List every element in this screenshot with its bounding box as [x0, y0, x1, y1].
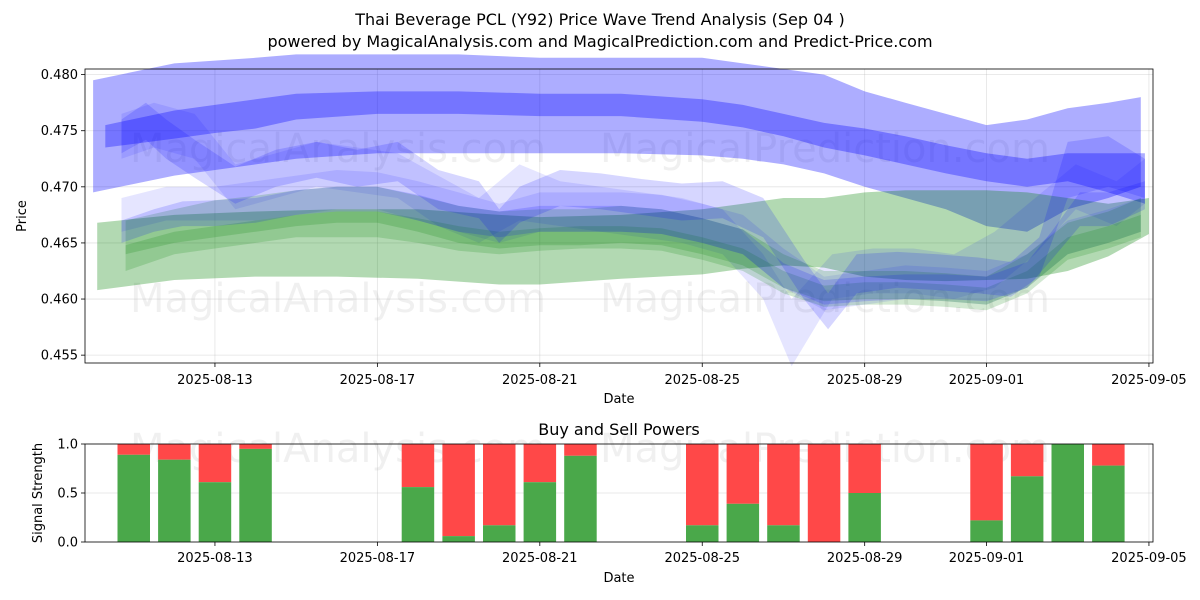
bottom-x-tick-label: 2025-08-29 [827, 551, 903, 566]
buy-bar [523, 482, 557, 542]
sell-bar [1010, 444, 1044, 477]
buy-bar [239, 448, 272, 542]
top-x-tick-label: 2025-08-13 [177, 373, 253, 388]
price-bands [93, 54, 1149, 367]
top-y-axis-label: Price [15, 200, 30, 232]
top-y-tick-label: 0.470 [41, 180, 78, 195]
sell-bar [686, 444, 719, 526]
chart-subtitle: powered by MagicalAnalysis.com and Magic… [267, 32, 932, 51]
sell-bar [401, 444, 435, 488]
sell-bar [239, 444, 272, 449]
bottom-y-tick-label: 0.5 [57, 487, 78, 502]
band-blue-upper-core-band [105, 91, 1145, 204]
top-plot-frame [84, 68, 1154, 364]
buy-sell-plot: Buy and Sell Powers MagicalAnalysis.comM… [31, 420, 1187, 586]
buy-bar [483, 525, 516, 542]
top-y-tick-label: 0.460 [41, 293, 78, 308]
sell-bar [970, 444, 1003, 521]
top-y-tick-label: 0.465 [41, 236, 78, 251]
band-blue-wave-light-2 [121, 170, 1141, 311]
top-y-tick-label: 0.480 [41, 68, 78, 83]
sell-bar [442, 444, 475, 537]
bottom-x-ticks: 2025-08-13 2025-08-17 2025-08-21 2025-08-25… [177, 542, 1187, 566]
top-x-tick-label: 2025-08-25 [664, 373, 740, 388]
buy-sell-bars [117, 444, 1125, 542]
bottom-x-tick-label: 2025-08-21 [502, 551, 578, 566]
buy-bar [1092, 465, 1125, 542]
band-green-lower-wide-band [97, 190, 1149, 291]
top-grid [85, 69, 1153, 363]
bottom-y-axis-label: Signal Strength [31, 443, 46, 543]
top-x-ticks: 2025-08-13 2025-08-17 2025-08-21 2025-08-25… [177, 363, 1187, 388]
top-x-tick-label: 2025-08-17 [340, 373, 416, 388]
chart-title: Thai Beverage PCL (Y92) Price Wave Trend… [354, 10, 845, 29]
bottom-x-axis-label: Date [603, 571, 634, 586]
bottom-y-tick-label: 1.0 [57, 438, 78, 453]
bottom-x-tick-label: 2025-09-05 [1111, 551, 1187, 566]
buy-bar [848, 493, 881, 542]
buy-bar [198, 482, 232, 542]
buy-bar [564, 455, 597, 542]
buy-bar [442, 536, 475, 542]
top-x-tick-label: 2025-08-29 [827, 373, 903, 388]
buy-bar [767, 525, 800, 542]
bottom-x-tick-label: 2025-08-25 [664, 551, 740, 566]
top-y-ticks: 0.455 0.460 0.465 0.470 0.475 0.480 [41, 68, 85, 364]
band-blue-upper-wide-band [93, 54, 1141, 232]
sell-bar [523, 444, 557, 483]
price-wave-plot: MagicalAnalysis.com MagicalPrediction.com… [15, 54, 1187, 407]
buy-bar [726, 503, 760, 542]
band-green-wave-2 [125, 211, 1141, 311]
buy-bar [970, 520, 1003, 542]
top-y-tick-label: 0.455 [41, 349, 78, 364]
sell-bar [807, 444, 841, 542]
bottom-x-tick-label: 2025-08-17 [340, 551, 416, 566]
buy-bar [1010, 476, 1044, 542]
watermark-text: MagicalPrediction.com [600, 276, 1050, 322]
top-x-tick-label: 2025-08-21 [502, 373, 578, 388]
buy-bar [158, 459, 191, 542]
sell-bar [564, 444, 597, 456]
sell-bar [1092, 444, 1125, 466]
band-blue-wave-light-1 [121, 102, 1145, 367]
sell-bar [158, 444, 191, 460]
buy-bar [117, 454, 150, 542]
buy-bar [401, 487, 435, 542]
bottom-y-tick-label: 0.0 [57, 536, 78, 551]
top-x-axis-label: Date [603, 392, 634, 407]
top-watermarks: MagicalAnalysis.com MagicalPrediction.com… [130, 126, 1050, 322]
bottom-y-ticks: 0.0 0.5 1.0 [57, 438, 85, 551]
top-y-tick-label: 0.475 [41, 124, 78, 139]
buy-bar [686, 525, 719, 542]
sell-bar [117, 444, 150, 455]
sell-bar [848, 444, 881, 493]
top-x-tick-label: 2025-09-01 [949, 373, 1025, 388]
band-green-wave-1 [125, 186, 1141, 305]
top-x-tick-label: 2025-09-05 [1111, 373, 1187, 388]
buy-bar [1051, 444, 1084, 542]
watermark-text: MagicalAnalysis.com [130, 126, 546, 172]
bottom-chart-title: Buy and Sell Powers [538, 420, 700, 439]
bottom-x-tick-label: 2025-08-13 [177, 551, 253, 566]
watermark-text: MagicalPrediction.com [600, 126, 1050, 172]
watermark-text: MagicalAnalysis.com [130, 276, 546, 322]
sell-bar [726, 444, 760, 504]
bottom-x-tick-label: 2025-09-01 [949, 551, 1025, 566]
sell-bar [198, 444, 232, 483]
sell-bar [483, 444, 516, 526]
band-blue-wave-medium-1 [121, 102, 1145, 330]
sell-bar [767, 444, 800, 526]
